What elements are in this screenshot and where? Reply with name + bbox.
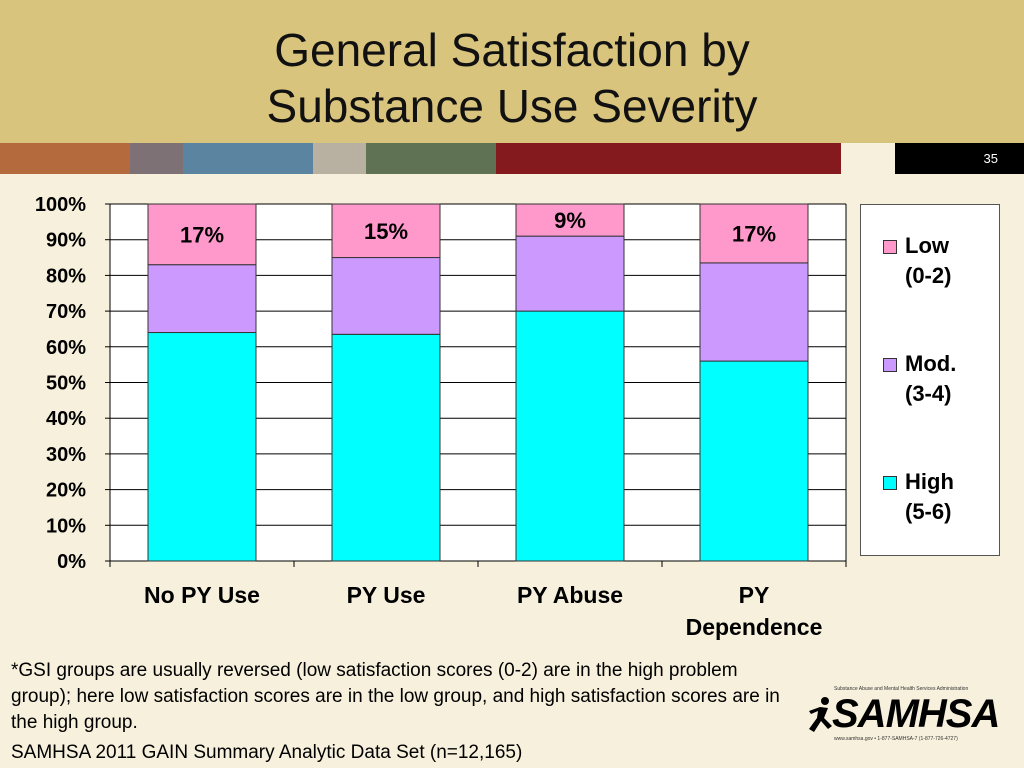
slide-number: 35	[983, 151, 998, 166]
bar-segment-mod	[699, 262, 809, 362]
strip-segment	[366, 143, 496, 174]
bar-segment-low	[699, 203, 809, 264]
y-tick-label: 0%	[57, 551, 86, 573]
legend-high-line-2: (5-6)	[905, 499, 952, 524]
samhsa-logo: Substance Abuse and Mental Health Servic…	[806, 686, 1000, 742]
legend-swatch-low	[883, 240, 897, 254]
y-tick-label: 90%	[46, 230, 86, 252]
slide-number-box: 35	[895, 143, 1024, 174]
y-tick-label: 10%	[46, 515, 86, 537]
strip-segment	[313, 143, 366, 174]
bar-segment-high	[331, 333, 441, 562]
data-label: 15%	[364, 219, 408, 244]
bar-segment-mod	[515, 235, 625, 312]
x-category-label: PY Use	[347, 582, 426, 608]
y-tick-label: 30%	[46, 444, 86, 466]
x-category-label: PY Abuse	[517, 582, 623, 608]
footnote: *GSI groups are usually reversed (low sa…	[11, 660, 780, 733]
slide-title: General Satisfaction by Substance Use Se…	[0, 22, 1024, 134]
title-line-2: Substance Use Severity	[266, 80, 758, 132]
strip-segment	[183, 143, 313, 174]
strip-segment	[496, 143, 841, 174]
legend-item-high: High (5-6)	[883, 467, 1005, 527]
bar-segment-low	[331, 203, 441, 259]
y-tick-label: 100%	[35, 194, 86, 216]
y-tick-label: 80%	[46, 265, 86, 287]
data-label: 17%	[732, 221, 776, 246]
legend-mod-line-1: Mod.	[905, 351, 957, 376]
strip-segment	[841, 143, 895, 174]
legend-swatch-mod	[883, 358, 897, 372]
legend-item-mod: Mod. (3-4)	[883, 349, 1005, 409]
data-label: 17%	[180, 222, 224, 247]
stacked-bar-chart: 0% 10% 20% 30% 40% 50% 60% 70% 80% 90% 100% 17% No P…	[35, 194, 847, 640]
x-category-label: Dependence	[686, 614, 823, 640]
legend-swatch-high	[883, 476, 897, 490]
bar-segment-high	[147, 332, 257, 562]
bar-segment-mod	[147, 264, 257, 334]
strip-segment	[0, 143, 130, 174]
legend-high-line-1: High	[905, 469, 954, 494]
slide-header	[0, 0, 1024, 143]
strip-segment	[130, 143, 183, 174]
running-figure-icon	[809, 697, 832, 732]
logo-contact-text: www.samhsa.gov • 1-877-SAMHSA-7 (1-877-7…	[834, 736, 958, 742]
y-tick-label: 40%	[46, 408, 86, 430]
bar-segment-low	[147, 203, 257, 266]
x-category-label: PY	[739, 582, 770, 608]
x-category-label: No PY Use	[144, 582, 260, 608]
chart-legend: Low (0-2) Mod. (3-4) High (5-6)	[860, 204, 1000, 556]
y-tick-label: 70%	[46, 301, 86, 323]
legend-low-line-1: Low	[905, 233, 949, 258]
y-tick-label: 60%	[46, 337, 86, 359]
y-tick-label: 50%	[46, 373, 86, 395]
title-line-1: General Satisfaction by	[274, 24, 750, 76]
legend-item-low: Low (0-2)	[883, 231, 1005, 291]
bar-segment-mod	[331, 257, 441, 335]
source-citation: SAMHSA 2011 GAIN Summary Analytic Data S…	[11, 742, 523, 763]
logo-agency-text: Substance Abuse and Mental Health Servic…	[834, 686, 969, 692]
bar-segment-high	[515, 310, 625, 562]
bar-segment-high	[699, 360, 809, 562]
logo-wordmark: SAMHSA	[832, 692, 1000, 736]
legend-low-line-2: (0-2)	[905, 263, 952, 288]
legend-mod-line-2: (3-4)	[905, 381, 952, 406]
y-tick-label: 20%	[46, 480, 86, 502]
bar-segment-low	[515, 203, 625, 237]
data-label: 9%	[554, 208, 586, 233]
